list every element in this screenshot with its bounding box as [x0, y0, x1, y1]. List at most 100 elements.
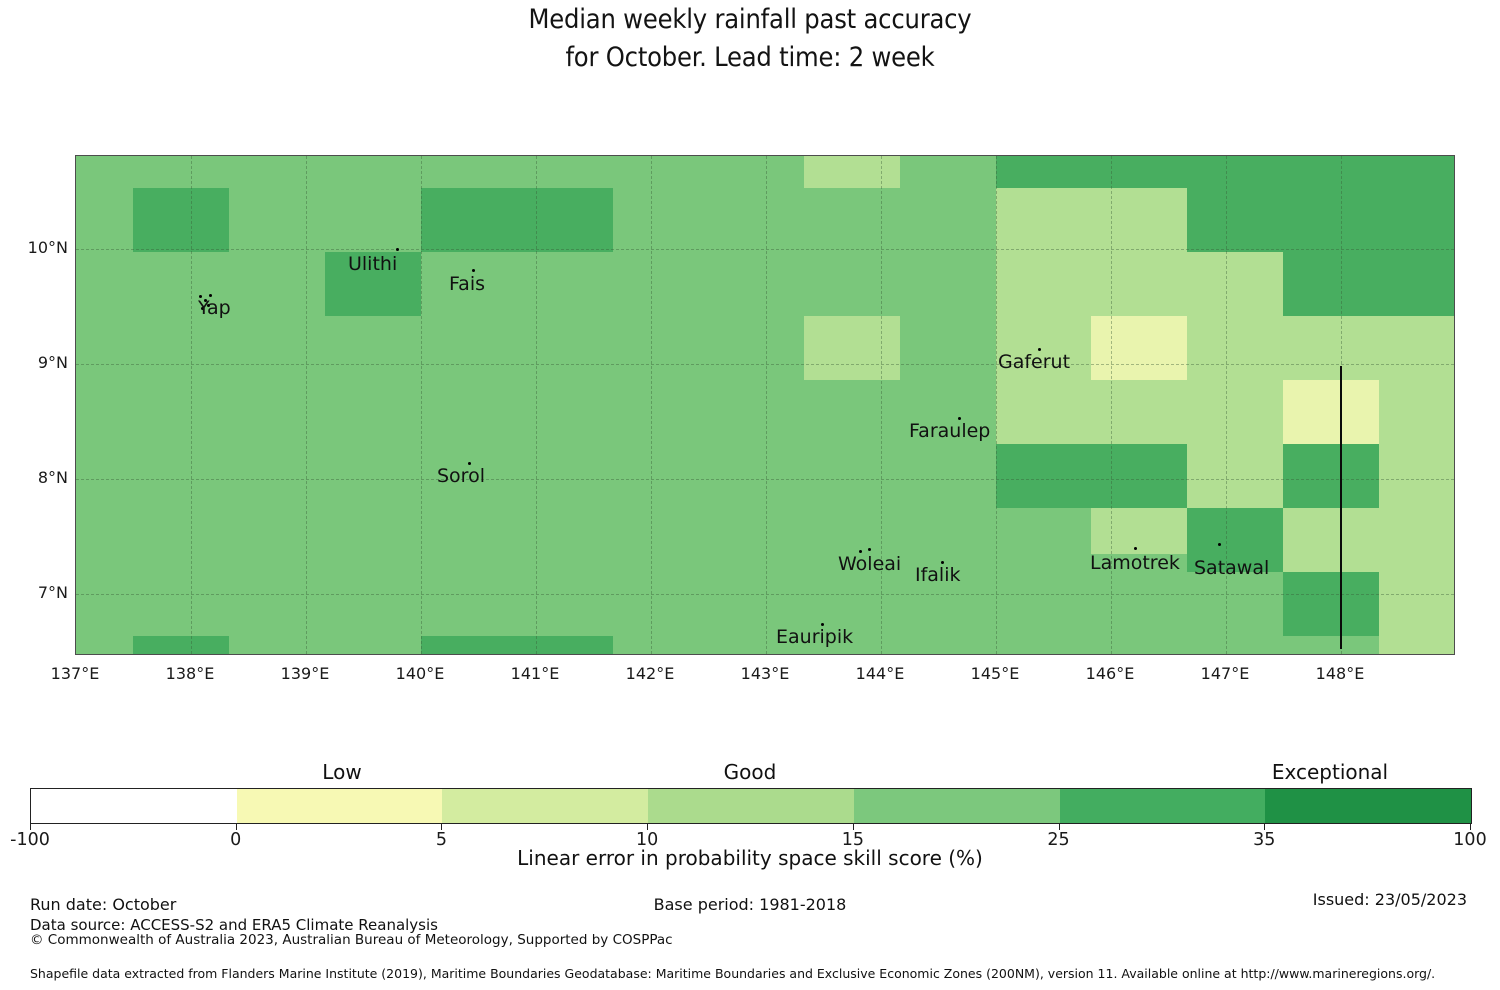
x-axis-tick-148°E: 148°E: [1315, 664, 1365, 683]
map-cell-skill-25-35: [1283, 252, 1379, 316]
map-cell-skill-10-15: [1283, 316, 1379, 380]
x-axis-tick-141°E: 141°E: [510, 664, 560, 683]
chart-title-line1: Median weekly rainfall past accuracy: [528, 4, 972, 35]
issued-date-text: Issued: 23/05/2023: [1312, 890, 1467, 909]
woleai-island-marker: [868, 548, 871, 551]
shapefile-note-text: Shapefile data extracted from Flanders M…: [30, 966, 1436, 981]
colorbar-segment-25-to-35: [1059, 789, 1266, 823]
colorbar-category-low: Low: [322, 760, 362, 784]
map-cell-skill-10-15: [1379, 572, 1454, 636]
map-gridline-horizontal: [76, 364, 1454, 365]
colorbar-tick-mark: [1264, 824, 1266, 830]
map-cell-skill-10-15: [804, 316, 900, 380]
map-cell-skill-25-35: [996, 156, 1091, 188]
faraulep-island-marker: [958, 417, 961, 420]
yap-island-marker: [207, 304, 210, 307]
sorol-island-label: Sorol: [437, 465, 485, 487]
map-cell-skill-5-10: [1091, 316, 1187, 380]
map-gridline-vertical: [306, 156, 307, 654]
run-date-text: Run date: October: [30, 895, 177, 914]
colorbar-tick-mark: [235, 824, 237, 830]
y-axis-tick-9°N: 9°N: [37, 353, 68, 372]
colorbar-tick-label-35: 35: [1253, 830, 1276, 850]
faraulep-island-label: Faraulep: [909, 420, 991, 442]
ifalik-island-marker: [941, 561, 944, 564]
lamotrek-island-label: Lamotrek: [1090, 552, 1180, 574]
map-cell-skill-10-15: [1379, 380, 1454, 444]
colorbar-tick-mark: [852, 824, 854, 830]
map-cell-skill-10-15: [1187, 444, 1283, 508]
colorbar-tick-label-10: 10: [636, 830, 659, 850]
colorbar-tick-label-0: 0: [230, 830, 242, 850]
colorbar-category-good: Good: [723, 760, 777, 784]
colorbar-tick-label-5: 5: [435, 830, 447, 850]
map-cell-skill-10-15: [1379, 444, 1454, 508]
map-gridline-vertical: [881, 156, 882, 654]
woleai-island-marker: [859, 550, 862, 553]
map-cell-skill-10-15: [1187, 252, 1283, 316]
map-gridline-vertical: [1111, 156, 1112, 654]
x-axis-tick-145°E: 145°E: [970, 664, 1020, 683]
map-cell-skill-25-35: [1091, 444, 1187, 508]
colorbar: [30, 788, 1472, 824]
colorbar-segment-35-to-100: [1265, 789, 1471, 823]
colorbar-axis-label: Linear error in probability space skill …: [517, 846, 983, 870]
map-gridline-vertical: [651, 156, 652, 654]
y-axis-tick-10°N: 10°N: [27, 238, 68, 257]
map-gridline-vertical: [421, 156, 422, 654]
colorbar-tick-label-100: 100: [1453, 830, 1487, 850]
satawal-island-label: Satawal: [1194, 557, 1270, 579]
map-cell-skill-10-15: [996, 252, 1091, 316]
map-gridline-vertical: [191, 156, 192, 654]
x-axis-tick-140°E: 140°E: [395, 664, 445, 683]
x-axis-tick-146°E: 146°E: [1085, 664, 1135, 683]
map-cell-skill-10-15: [1283, 508, 1379, 572]
map-cell-skill-25-35: [1283, 572, 1379, 636]
colorbar-tick-mark: [647, 824, 649, 830]
map-cell-skill-10-15: [1187, 316, 1283, 380]
map-cell-skill-25-35: [517, 188, 613, 252]
data-source-text: Data source: ACCESS-S2 and ERA5 Climate …: [30, 916, 438, 934]
gaferut-island-marker: [1038, 348, 1041, 351]
colorbar-tick-label-15: 15: [841, 830, 864, 850]
map-cell-skill-25-35: [1283, 188, 1379, 252]
colorbar-tick-mark: [441, 824, 443, 830]
gaferut-island-label: Gaferut: [998, 351, 1071, 373]
maritime-boundary-line: [1340, 366, 1342, 649]
colorbar-segment-10-to-15: [648, 789, 854, 823]
colorbar-tick-mark: [30, 824, 31, 830]
sorol-island-marker: [468, 462, 471, 465]
x-axis-tick-139°E: 139°E: [280, 664, 330, 683]
colorbar-segment-5-to-10: [442, 789, 649, 823]
map-cell-skill-25-35: [1379, 156, 1454, 188]
colorbar-segment--100-to-0: [31, 789, 237, 823]
map-gridline-horizontal: [76, 479, 1454, 480]
lamotrek-island-marker: [1134, 547, 1137, 550]
colorbar-segment-15-to-25: [853, 789, 1060, 823]
map-cell-skill-10-15: [1187, 380, 1283, 444]
y-axis-tick-7°N: 7°N: [37, 583, 68, 602]
map-cell-skill-10-15: [1379, 508, 1454, 572]
map-gridline-vertical: [766, 156, 767, 654]
map-cell-skill-25-35: [1187, 508, 1283, 572]
eauripik-island-marker: [821, 623, 824, 626]
x-axis-tick-138°E: 138°E: [165, 664, 215, 683]
map-cell-skill-10-15: [996, 188, 1091, 252]
colorbar-segment-0-to-5: [236, 789, 443, 823]
map-cell-skill-10-15: [996, 316, 1091, 380]
x-axis-tick-144°E: 144°E: [855, 664, 905, 683]
map-cell-skill-10-15: [1379, 636, 1454, 654]
yap-island-label: Yap: [198, 297, 231, 319]
yap-island-marker: [199, 295, 202, 298]
map-gridline-horizontal: [76, 594, 1454, 595]
map-cell-skill-10-15: [1379, 316, 1454, 380]
map-cell-skill-25-35: [1091, 156, 1187, 188]
map-plot-area: Yap Ulithi Fais Sorol Gaferut Faraulep Woleai I…: [75, 155, 1455, 655]
map-cell-skill-25-35: [325, 252, 421, 316]
y-axis-tick-8°N: 8°N: [37, 468, 68, 487]
ulithi-island-label: Ulithi: [348, 253, 398, 275]
colorbar-tick-mark: [1058, 824, 1060, 830]
map-cell-skill-25-35: [421, 188, 517, 252]
ulithi-island-marker: [396, 248, 399, 251]
